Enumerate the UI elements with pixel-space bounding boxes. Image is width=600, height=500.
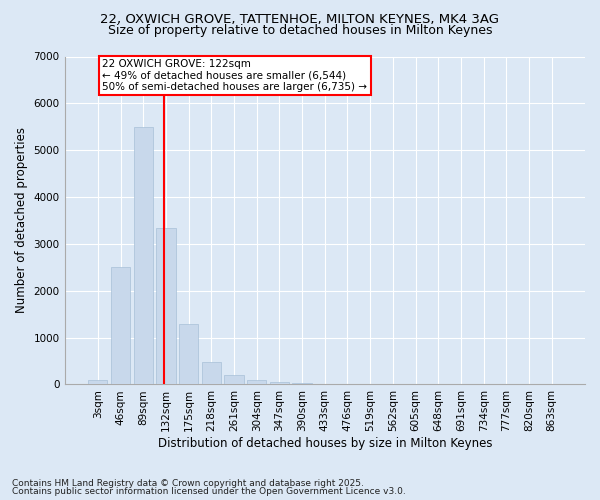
Bar — [111, 268, 130, 384]
Y-axis label: Number of detached properties: Number of detached properties — [15, 128, 28, 314]
Bar — [270, 382, 289, 384]
Bar — [247, 380, 266, 384]
Text: 22 OXWICH GROVE: 122sqm
← 49% of detached houses are smaller (6,544)
50% of semi: 22 OXWICH GROVE: 122sqm ← 49% of detache… — [103, 59, 367, 92]
Bar — [134, 127, 153, 384]
Text: Contains HM Land Registry data © Crown copyright and database right 2025.: Contains HM Land Registry data © Crown c… — [12, 478, 364, 488]
Bar — [179, 324, 198, 384]
Bar — [88, 380, 107, 384]
Bar — [224, 374, 244, 384]
Bar — [156, 228, 176, 384]
Text: 22, OXWICH GROVE, TATTENHOE, MILTON KEYNES, MK4 3AG: 22, OXWICH GROVE, TATTENHOE, MILTON KEYN… — [101, 12, 499, 26]
X-axis label: Distribution of detached houses by size in Milton Keynes: Distribution of detached houses by size … — [158, 437, 492, 450]
Bar — [292, 383, 312, 384]
Bar — [202, 362, 221, 384]
Text: Size of property relative to detached houses in Milton Keynes: Size of property relative to detached ho… — [108, 24, 492, 37]
Text: Contains public sector information licensed under the Open Government Licence v3: Contains public sector information licen… — [12, 487, 406, 496]
